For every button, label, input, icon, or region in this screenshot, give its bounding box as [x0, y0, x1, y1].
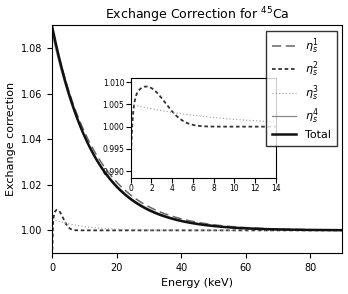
Y-axis label: Exchange correction: Exchange correction — [6, 82, 16, 196]
Title: Exchange Correction for $^{45}$Ca: Exchange Correction for $^{45}$Ca — [105, 6, 290, 25]
X-axis label: Energy (keV): Energy (keV) — [161, 278, 234, 288]
Legend: $\eta_s^1$, $\eta_s^2$, $\eta_s^3$, $\eta_s^4$, Total: $\eta_s^1$, $\eta_s^2$, $\eta_s^3$, $\et… — [267, 31, 337, 146]
